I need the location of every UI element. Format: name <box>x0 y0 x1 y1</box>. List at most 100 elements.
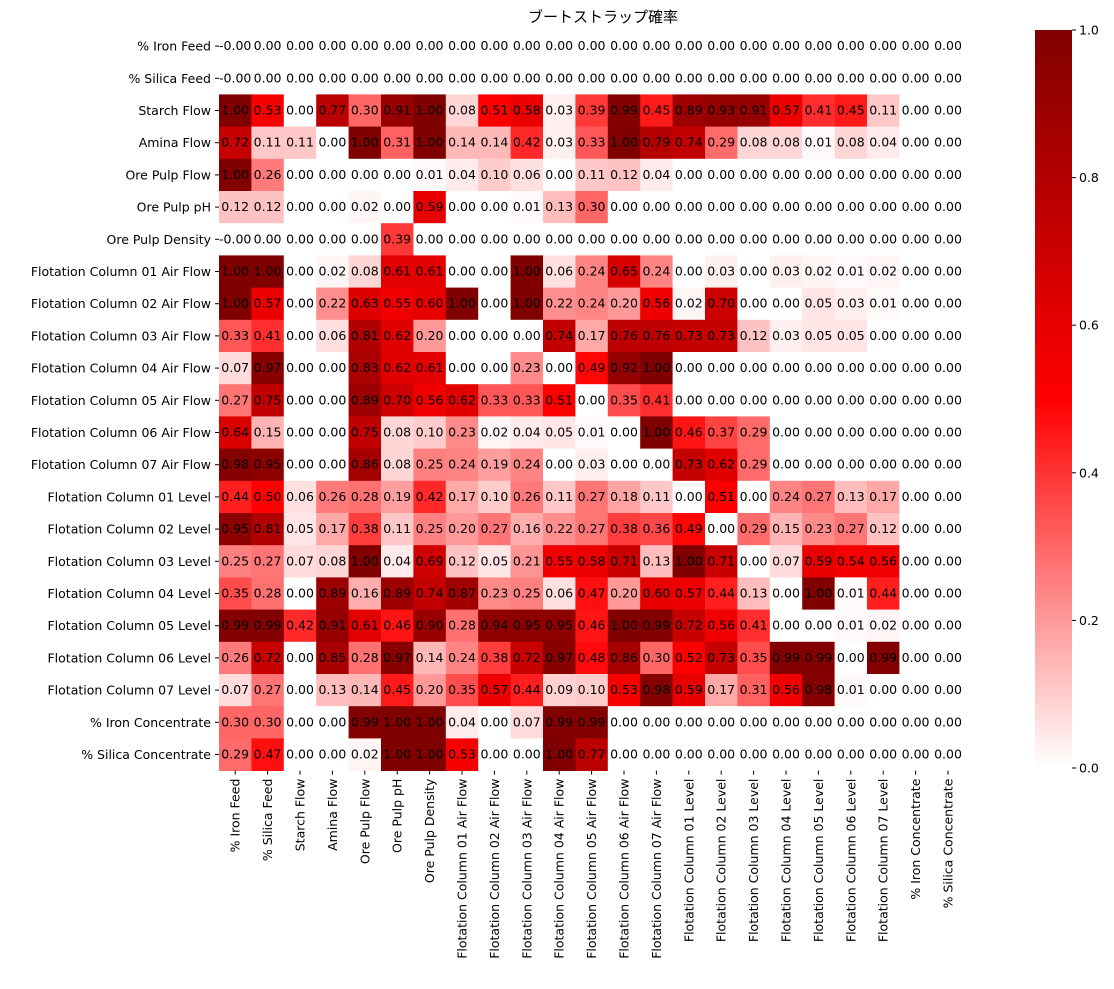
heatmap-cell <box>899 287 933 321</box>
cell-value-label: 0.01 <box>837 618 865 633</box>
heatmap-cell <box>445 319 479 353</box>
heatmap-cell <box>640 416 673 449</box>
heatmap-cell <box>510 513 544 546</box>
heatmap-cell <box>251 448 285 482</box>
cell-value-label: 0.00 <box>286 682 314 697</box>
heatmap-cell <box>575 255 609 288</box>
cell-value-label: 0.00 <box>318 199 346 214</box>
heatmap-cell <box>640 30 673 63</box>
cell-value-label: 0.06 <box>513 167 541 182</box>
heatmap-cell <box>931 255 965 288</box>
heatmap-cell <box>575 94 609 127</box>
row-label: Flotation Column 07 Level <box>47 683 211 698</box>
row-label: % Iron Concentrate <box>90 715 211 730</box>
heatmap-cell <box>769 384 803 417</box>
heatmap-cell <box>348 609 382 643</box>
row-label: Flotation Column 03 Air Flow <box>31 328 211 343</box>
cell-value-label: 0.00 <box>675 70 703 85</box>
cell-value-label: 0.14 <box>416 650 444 665</box>
heatmap-cell <box>316 319 349 353</box>
cell-value-label: 0.00 <box>902 264 930 279</box>
cell-value-label: 0.85 <box>318 650 346 665</box>
cell-value-label: 0.00 <box>351 167 379 182</box>
heatmap-cell <box>283 191 317 224</box>
column-label: % Iron Concentrate <box>908 778 923 899</box>
cell-value-label: 0.00 <box>318 714 346 729</box>
cell-value-label: 0.05 <box>480 553 508 568</box>
heatmap-cell <box>769 30 803 63</box>
cell-value-label: 0.27 <box>578 489 606 504</box>
cell-value-label: 0.13 <box>837 489 865 504</box>
cell-value-label: 0.00 <box>772 425 800 440</box>
cell-value-label: 0.00 <box>902 103 930 118</box>
heatmap-cell <box>575 577 609 610</box>
cell-value-label: -0.00 <box>219 231 251 246</box>
cell-value-label: 0.02 <box>480 425 508 440</box>
cell-value-label: 0.99 <box>254 618 282 633</box>
heatmap-cell <box>931 416 965 449</box>
cell-value-label: 0.00 <box>869 231 897 246</box>
heatmap-cell <box>510 62 544 95</box>
cell-value-label: 0.56 <box>869 553 897 568</box>
heatmap-cell <box>705 641 738 675</box>
cell-value-label: 0.51 <box>545 392 573 407</box>
heatmap-cell <box>705 223 738 256</box>
heatmap-cell <box>510 126 544 160</box>
cell-value-label: 0.00 <box>513 328 541 343</box>
column-label: Ore Pulp Density <box>422 778 437 883</box>
heatmap-cell <box>510 223 544 256</box>
heatmap-cell <box>769 706 803 739</box>
column-label: Flotation Column 01 Level <box>681 779 696 943</box>
row-label: Flotation Column 02 Air Flow <box>31 296 211 311</box>
cell-value-label: 0.75 <box>351 425 379 440</box>
cell-value-label: 0.00 <box>448 231 476 246</box>
heatmap-cell <box>445 287 479 321</box>
heatmap-cell <box>931 352 965 385</box>
heatmap-cell <box>219 674 252 707</box>
heatmap-cell <box>316 223 349 256</box>
heatmap-cell <box>283 384 317 417</box>
heatmap-cell <box>705 448 738 482</box>
heatmap-cell <box>251 319 285 353</box>
heatmap-cell <box>575 545 609 578</box>
heatmap-cell <box>899 641 933 675</box>
heatmap-cell <box>640 319 673 353</box>
cell-value-label: 0.00 <box>480 38 508 53</box>
cell-value-label: 0.00 <box>869 70 897 85</box>
cell-value-label: 0.48 <box>578 650 606 665</box>
heatmap-cell <box>381 191 414 224</box>
cell-value-label: 0.57 <box>675 586 703 601</box>
heatmap-cell <box>737 513 771 546</box>
heatmap-cell <box>802 352 835 385</box>
heatmap-cell <box>219 255 252 288</box>
heatmap-cell <box>640 513 673 546</box>
heatmap-cell <box>316 94 349 127</box>
cell-value-label: 0.00 <box>869 425 897 440</box>
cell-value-label: 0.39 <box>383 231 411 246</box>
cell-value-label: 0.97 <box>254 360 282 375</box>
cell-value-label: 0.01 <box>416 167 444 182</box>
colorbar-tick-label: 0.4 <box>1079 465 1099 480</box>
cell-value-label: 0.91 <box>740 103 768 118</box>
cell-value-label: 0.01 <box>837 586 865 601</box>
heatmap-cell <box>219 30 252 63</box>
cell-value-label: 0.00 <box>740 167 768 182</box>
cell-value-label: 0.57 <box>254 296 282 311</box>
heatmap-cell <box>283 513 317 546</box>
cell-value-label: 0.30 <box>578 199 606 214</box>
cell-value-label: 0.00 <box>610 714 638 729</box>
cell-value-label: 0.00 <box>934 70 962 85</box>
heatmap-cell <box>283 674 317 707</box>
cell-value-label: 0.07 <box>221 360 249 375</box>
cell-value-label: 0.89 <box>383 586 411 601</box>
heatmap-cell <box>899 480 933 514</box>
heatmap-cell <box>769 158 803 192</box>
cell-value-label: 0.00 <box>642 70 670 85</box>
cell-value-label: 0.08 <box>318 553 346 568</box>
cell-value-label: 0.00 <box>934 167 962 182</box>
heatmap-cell <box>575 706 609 739</box>
cell-value-label: 0.69 <box>416 553 444 568</box>
cell-value-label: 0.51 <box>707 489 735 504</box>
heatmap-cell <box>931 480 965 514</box>
heatmap-cell <box>251 94 285 127</box>
